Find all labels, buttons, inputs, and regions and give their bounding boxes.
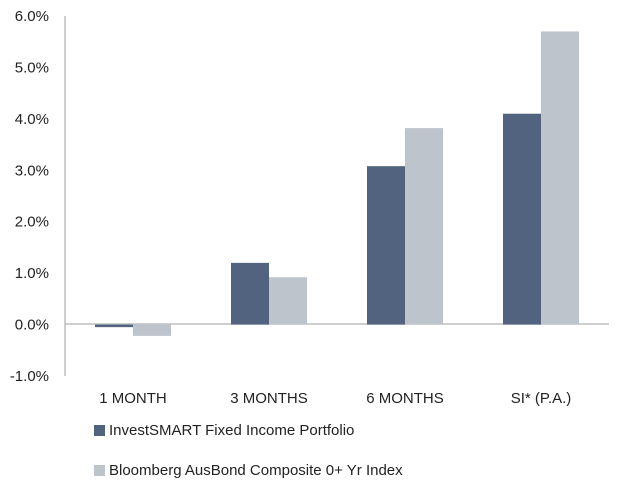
y-tick-label: 0.0%: [15, 317, 49, 334]
y-tick-labels: 6.0% 5.0% 4.0% 3.0% 2.0% 1.0% 0.0% -1.0%: [10, 8, 49, 385]
y-tick-label: 3.0%: [15, 162, 49, 179]
legend-label-portfolio: InvestSMART Fixed Income Portfolio: [109, 421, 355, 439]
bar-portfolio-0: [95, 324, 133, 328]
y-tick-label: 2.0%: [15, 214, 49, 231]
legend: InvestSMART Fixed Income Portfolio Bloom…: [94, 420, 403, 500]
x-tick-labels: 1 MONTH 3 MONTHS 6 MONTHS SI* (P.A.): [99, 390, 571, 407]
x-tick-label: 6 MONTHS: [366, 390, 444, 407]
bars: [95, 31, 579, 336]
x-tick-label: 1 MONTH: [99, 390, 167, 407]
y-tick-label: 6.0%: [15, 8, 49, 25]
y-tick-label: 5.0%: [15, 59, 49, 76]
bar-index-3: [541, 31, 579, 325]
legend-item-portfolio: InvestSMART Fixed Income Portfolio: [94, 420, 403, 440]
y-tick-label: 4.0%: [15, 111, 49, 128]
bar-portfolio-1: [231, 262, 269, 325]
x-tick-label: SI* (P.A.): [511, 390, 572, 407]
bar-portfolio-2: [367, 166, 405, 325]
bar-portfolio-3: [503, 113, 541, 325]
legend-item-index: Bloomberg AusBond Composite 0+ Yr Index: [94, 460, 403, 480]
bar-chart: 6.0% 5.0% 4.0% 3.0% 2.0% 1.0% 0.0% -1.0% 1 MONT…: [10, 8, 609, 407]
bar-index-0: [133, 324, 171, 336]
y-tick-label: -1.0%: [10, 368, 49, 385]
legend-swatch-portfolio: [94, 424, 105, 436]
bar-index-2: [405, 128, 443, 325]
x-tick-label: 3 MONTHS: [230, 390, 308, 407]
bar-index-1: [269, 277, 307, 325]
y-tick-label: 1.0%: [15, 265, 49, 282]
legend-swatch-index: [94, 464, 105, 476]
legend-label-index: Bloomberg AusBond Composite 0+ Yr Index: [109, 461, 403, 479]
